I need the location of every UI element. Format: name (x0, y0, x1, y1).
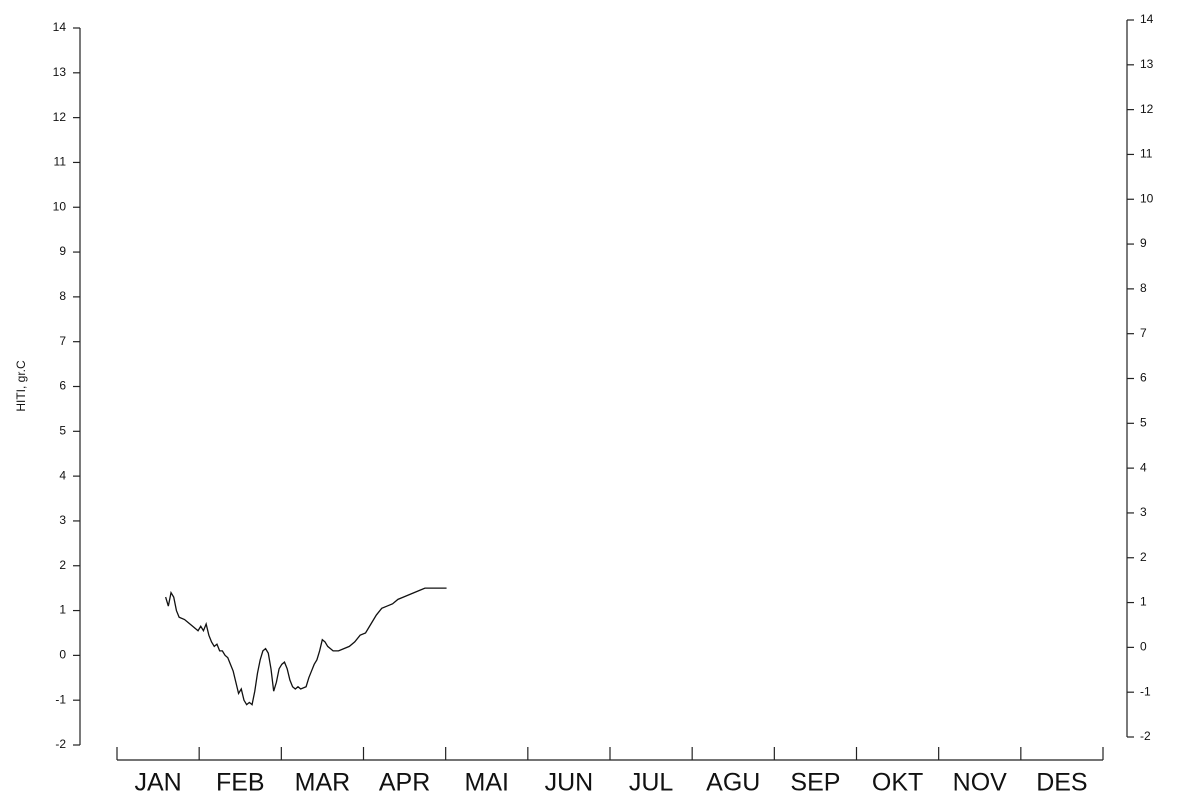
y-tick-label: 8 (59, 289, 66, 303)
y-tick-label: 14 (53, 20, 67, 34)
x-tick-label: MAR (295, 769, 351, 797)
y2-tick-label: -1 (1140, 684, 1151, 698)
y-tick-label: 6 (59, 379, 66, 393)
y-tick-label: 4 (59, 468, 66, 482)
y2-tick-label: 7 (1140, 326, 1147, 340)
x-tick-label: JUN (545, 769, 594, 797)
y-tick-label: 5 (59, 423, 66, 437)
y-axis-label: HITI, gr.C (14, 360, 28, 412)
x-tick-label: JUL (629, 769, 674, 797)
y2-tick-label: 6 (1140, 371, 1147, 385)
y-tick-label: 7 (59, 334, 66, 348)
x-tick-label: SEP (790, 769, 840, 797)
y2-tick-label: 0 (1140, 640, 1147, 654)
y2-tick-label: 5 (1140, 415, 1147, 429)
y-tick-label: 13 (53, 65, 67, 79)
x-tick-label: NOV (953, 769, 1008, 797)
x-tick-label: OKT (872, 769, 923, 797)
x-tick-label: FEB (216, 769, 265, 797)
y2-tick-label: 11 (1140, 147, 1153, 161)
y-tick-label: -2 (55, 737, 66, 751)
y-tick-label: -1 (55, 692, 66, 706)
y2-tick-label: 12 (1140, 102, 1154, 116)
y-tick-label: 10 (53, 199, 67, 213)
x-tick-label: MAI (465, 769, 509, 797)
data-line (165, 587, 447, 706)
y-tick-label: 11 (54, 155, 67, 169)
y-tick-label: 9 (59, 244, 66, 258)
y2-tick-label: -2 (1140, 729, 1151, 743)
y-tick-label: 3 (59, 513, 66, 527)
x-tick-label: APR (379, 769, 430, 797)
y2-tick-label: 1 (1140, 595, 1147, 609)
x-tick-label: AGU (706, 769, 760, 797)
y2-tick-label: 10 (1140, 191, 1154, 205)
y2-tick-label: 4 (1140, 460, 1147, 474)
y2-tick-label: 3 (1140, 505, 1147, 519)
y-tick-label: 2 (59, 558, 66, 572)
y2-tick-label: 13 (1140, 57, 1154, 71)
y-tick-label: 1 (59, 603, 66, 617)
y-tick-label: 0 (59, 648, 66, 662)
y2-tick-label: 8 (1140, 281, 1147, 295)
x-tick-label: JAN (134, 769, 181, 797)
y2-tick-label: 2 (1140, 550, 1147, 564)
x-tick-label: DES (1036, 769, 1087, 797)
y-tick-label: 12 (53, 110, 67, 124)
y2-tick-label: 9 (1140, 236, 1147, 250)
y2-tick-label: 14 (1140, 12, 1154, 26)
